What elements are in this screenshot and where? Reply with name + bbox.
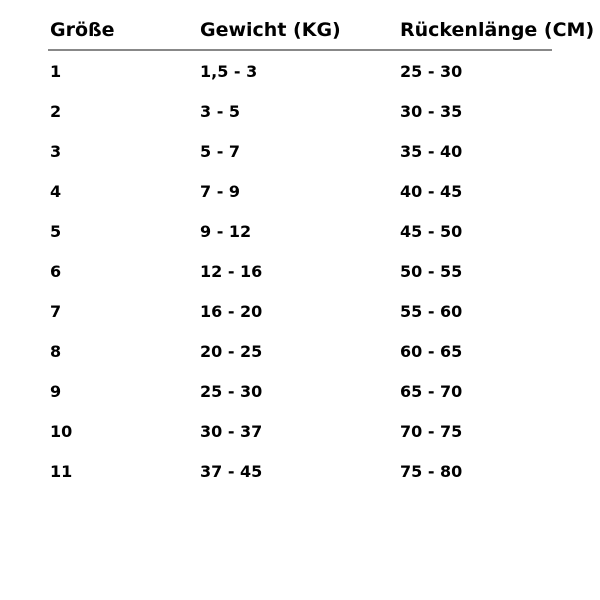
table-row: 10 30 - 37 70 - 75 (48, 411, 552, 451)
column-header-size: Größe (48, 13, 198, 51)
cell-weight: 5 - 7 (200, 141, 241, 161)
cell-weight: 1,5 - 3 (200, 61, 258, 81)
column-header-back-length: Rückenlänge (CM) (398, 13, 594, 51)
cell-back-length: 70 - 75 (400, 421, 463, 441)
size-chart-body: 1 1,5 - 3 25 - 30 2 3 - 5 30 - 35 3 5 - … (48, 50, 552, 491)
table-row: 7 16 - 20 55 - 60 (48, 291, 552, 331)
table-row: 1 1,5 - 3 25 - 30 (48, 50, 552, 91)
column-header-weight: Gewicht (KG) (198, 13, 398, 51)
size-chart-table: Größe Gewicht (KG) Rückenlänge (CM) 1 1,… (48, 13, 594, 491)
cell-size: 7 (50, 301, 62, 321)
cell-back-length: 50 - 55 (400, 261, 463, 281)
cell-size: 11 (50, 461, 73, 481)
cell-weight: 20 - 25 (200, 341, 263, 361)
cell-back-length: 45 - 50 (400, 221, 463, 241)
cell-back-length: 75 - 80 (400, 461, 463, 481)
cell-weight: 12 - 16 (200, 261, 263, 281)
cell-size: 9 (50, 381, 62, 401)
cell-back-length: 60 - 65 (400, 341, 463, 361)
size-chart-header: Größe Gewicht (KG) Rückenlänge (CM) (48, 13, 594, 51)
cell-size: 8 (50, 341, 62, 361)
cell-weight: 9 - 12 (200, 221, 252, 241)
cell-weight: 3 - 5 (200, 101, 241, 121)
cell-back-length: 35 - 40 (400, 141, 463, 161)
cell-size: 4 (50, 181, 62, 201)
cell-back-length: 30 - 35 (400, 101, 463, 121)
cell-back-length: 25 - 30 (400, 61, 463, 81)
cell-weight: 30 - 37 (200, 421, 263, 441)
header-row: Größe Gewicht (KG) Rückenlänge (CM) (48, 13, 594, 51)
cell-size: 1 (50, 61, 62, 81)
table-row: 8 20 - 25 60 - 65 (48, 331, 552, 371)
cell-size: 6 (50, 261, 62, 281)
cell-size: 5 (50, 221, 62, 241)
cell-size: 3 (50, 141, 62, 161)
cell-back-length: 40 - 45 (400, 181, 463, 201)
cell-weight: 7 - 9 (200, 181, 241, 201)
cell-back-length: 55 - 60 (400, 301, 463, 321)
table-row: 5 9 - 12 45 - 50 (48, 211, 552, 251)
table-row: 3 5 - 7 35 - 40 (48, 131, 552, 171)
table-row: 4 7 - 9 40 - 45 (48, 171, 552, 211)
cell-back-length: 65 - 70 (400, 381, 463, 401)
cell-weight: 25 - 30 (200, 381, 263, 401)
cell-weight: 37 - 45 (200, 461, 263, 481)
table-row: 6 12 - 16 50 - 55 (48, 251, 552, 291)
table-row: 9 25 - 30 65 - 70 (48, 371, 552, 411)
cell-size: 10 (50, 421, 73, 441)
cell-size: 2 (50, 101, 62, 121)
table-row: 2 3 - 5 30 - 35 (48, 91, 552, 131)
cell-weight: 16 - 20 (200, 301, 263, 321)
table-row: 11 37 - 45 75 - 80 (48, 451, 552, 491)
